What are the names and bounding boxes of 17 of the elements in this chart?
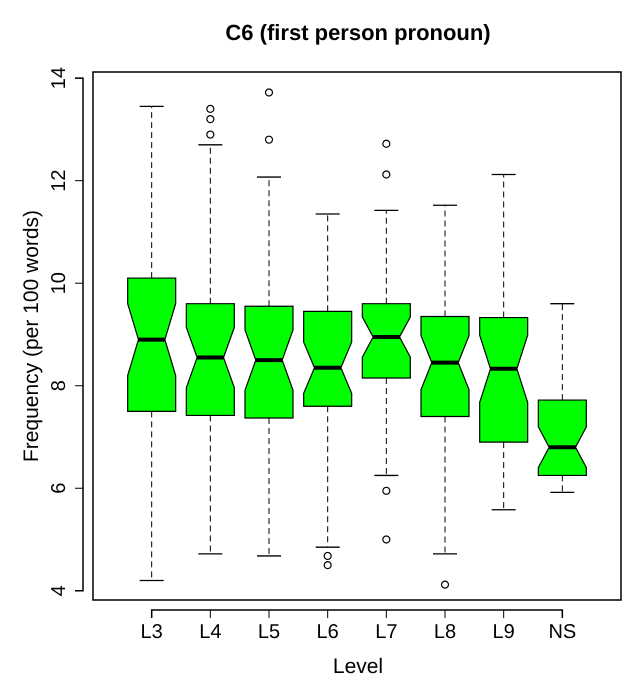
x-tick-label: NS <box>548 621 576 644</box>
y-tick-label: 8 <box>48 380 70 392</box>
x-tick-label: L3 <box>140 621 163 644</box>
x-axis-title: Level <box>332 655 384 678</box>
x-tick-label: L9 <box>492 621 515 644</box>
y-tick-label: 14 <box>48 67 70 90</box>
x-tick-label: L6 <box>316 621 339 644</box>
y-tick-label: 10 <box>48 272 70 294</box>
y-axis-title: Frequency (per 100 words) <box>20 210 43 462</box>
y-tick-label: 6 <box>48 482 70 494</box>
x-tick-label: L4 <box>199 621 222 644</box>
y-tick-label: 4 <box>48 585 70 596</box>
y-tick-label: 12 <box>48 170 70 192</box>
x-tick-label: L7 <box>375 621 398 644</box>
x-tick-label: L5 <box>258 621 280 644</box>
chart-title: C6 (first person pronoun) <box>225 20 491 45</box>
x-tick-label: L8 <box>434 621 456 644</box>
